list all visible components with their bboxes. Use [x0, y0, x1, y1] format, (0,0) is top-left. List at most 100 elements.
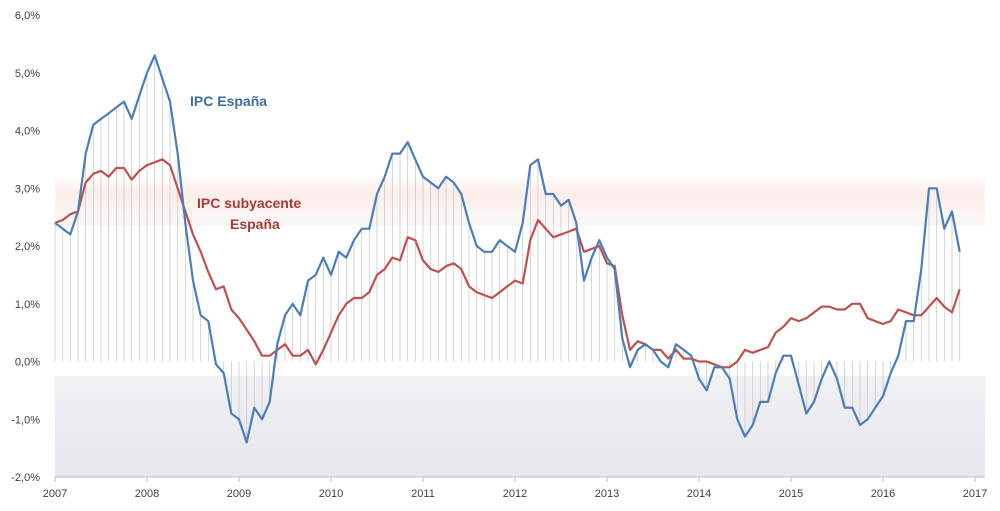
data-point-ipc-espa-a — [690, 354, 693, 357]
data-point-ipc-subyacente-espa-a — [851, 302, 854, 305]
data-point-ipc-subyacente-espa-a — [774, 331, 777, 334]
data-point-ipc-espa-a — [230, 412, 233, 415]
data-point-ipc-espa-a — [950, 210, 953, 213]
data-point-ipc-subyacente-espa-a — [391, 256, 394, 259]
data-point-ipc-espa-a — [253, 406, 256, 409]
data-point-ipc-subyacente-espa-a — [429, 268, 432, 271]
data-point-ipc-subyacente-espa-a — [621, 314, 624, 317]
data-point-ipc-espa-a — [191, 279, 194, 282]
data-point-ipc-subyacente-espa-a — [130, 178, 133, 181]
data-point-ipc-espa-a — [751, 423, 754, 426]
data-point-ipc-espa-a — [138, 94, 141, 97]
data-point-ipc-subyacente-espa-a — [559, 233, 562, 236]
data-point-ipc-subyacente-espa-a — [153, 161, 156, 164]
data-point-ipc-espa-a — [444, 175, 447, 178]
data-point-ipc-subyacente-espa-a — [260, 354, 263, 357]
data-point-ipc-subyacente-espa-a — [713, 363, 716, 366]
data-point-ipc-subyacente-espa-a — [897, 308, 900, 311]
data-point-ipc-espa-a — [736, 418, 739, 421]
data-point-ipc-subyacente-espa-a — [99, 169, 102, 172]
data-point-ipc-espa-a — [651, 348, 654, 351]
data-point-ipc-espa-a — [820, 377, 823, 380]
data-point-ipc-subyacente-espa-a — [490, 296, 493, 299]
data-point-ipc-espa-a — [437, 187, 440, 190]
data-point-ipc-subyacente-espa-a — [544, 227, 547, 230]
data-point-ipc-espa-a — [368, 227, 371, 230]
data-point-ipc-espa-a — [743, 435, 746, 438]
data-point-ipc-espa-a — [621, 337, 624, 340]
data-point-ipc-espa-a — [92, 123, 95, 126]
background-bands — [55, 176, 985, 477]
data-point-ipc-espa-a — [429, 181, 432, 184]
data-point-ipc-subyacente-espa-a — [222, 285, 225, 288]
data-point-ipc-espa-a — [705, 389, 708, 392]
data-point-ipc-subyacente-espa-a — [529, 239, 532, 242]
y-tick-label: 2,0% — [15, 241, 40, 253]
data-point-ipc-subyacente-espa-a — [483, 293, 486, 296]
data-point-ipc-subyacente-espa-a — [889, 319, 892, 322]
data-point-ipc-espa-a — [828, 360, 831, 363]
data-point-ipc-espa-a — [214, 363, 217, 366]
x-tick-label: 2007 — [43, 488, 67, 500]
x-tick-label: 2013 — [595, 488, 619, 500]
data-point-ipc-espa-a — [291, 302, 294, 305]
data-point-ipc-espa-a — [682, 348, 685, 351]
data-point-ipc-espa-a — [598, 239, 601, 242]
data-point-ipc-espa-a — [759, 400, 762, 403]
data-point-ipc-espa-a — [245, 441, 248, 444]
data-point-ipc-subyacente-espa-a — [245, 328, 248, 331]
data-point-ipc-subyacente-espa-a — [122, 166, 125, 169]
data-point-ipc-espa-a — [805, 412, 808, 415]
data-point-ipc-subyacente-espa-a — [107, 175, 110, 178]
data-point-ipc-subyacente-espa-a — [582, 250, 585, 253]
annotation-ipc-subyacente: IPC subyacente — [197, 195, 301, 211]
data-point-ipc-espa-a — [69, 233, 72, 236]
data-point-ipc-subyacente-espa-a — [590, 247, 593, 250]
data-point-ipc-espa-a — [912, 319, 915, 322]
data-point-ipc-subyacente-espa-a — [759, 348, 762, 351]
data-point-ipc-espa-a — [521, 221, 524, 224]
data-point-ipc-subyacente-espa-a — [705, 360, 708, 363]
data-point-ipc-espa-a — [513, 250, 516, 253]
data-point-ipc-subyacente-espa-a — [69, 213, 72, 216]
data-point-ipc-espa-a — [475, 244, 478, 247]
data-point-ipc-espa-a — [360, 227, 363, 230]
data-point-ipc-espa-a — [559, 204, 562, 207]
data-point-ipc-espa-a — [460, 192, 463, 195]
series-line-ipc-espa-a — [54, 54, 961, 444]
data-point-ipc-espa-a — [421, 175, 424, 178]
data-point-ipc-espa-a — [529, 164, 532, 167]
data-point-ipc-subyacente-espa-a — [766, 345, 769, 348]
data-point-ipc-subyacente-espa-a — [467, 285, 470, 288]
data-point-ipc-subyacente-espa-a — [567, 230, 570, 233]
data-point-ipc-subyacente-espa-a — [789, 317, 792, 320]
x-tick-label: 2012 — [503, 488, 527, 500]
y-tick-label: 3,0% — [15, 183, 40, 195]
data-point-ipc-espa-a — [659, 360, 662, 363]
data-point-ipc-espa-a — [176, 152, 179, 155]
data-point-ipc-subyacente-espa-a — [782, 325, 785, 328]
data-point-ipc-subyacente-espa-a — [943, 305, 946, 308]
x-tick-label: 2009 — [227, 488, 251, 500]
data-point-ipc-espa-a — [276, 343, 279, 346]
data-point-ipc-espa-a — [567, 198, 570, 201]
data-point-ipc-subyacente-espa-a — [352, 296, 355, 299]
data-point-ipc-subyacente-espa-a — [697, 360, 700, 363]
data-point-ipc-subyacente-espa-a — [268, 354, 271, 357]
data-point-ipc-espa-a — [299, 314, 302, 317]
data-point-ipc-subyacente-espa-a — [345, 302, 348, 305]
data-point-ipc-subyacente-espa-a — [199, 250, 202, 253]
x-tick-label: 2011 — [411, 488, 435, 500]
data-point-ipc-subyacente-espa-a — [605, 262, 608, 265]
data-point-ipc-subyacente-espa-a — [337, 314, 340, 317]
data-point-ipc-subyacente-espa-a — [406, 236, 409, 239]
x-tick-label: 2016 — [871, 488, 895, 500]
data-point-ipc-subyacente-espa-a — [628, 348, 631, 351]
data-point-ipc-espa-a — [866, 418, 869, 421]
x-axis: 2007 2008 2009 2010 2011 2012 2013 2014 2015 2016… — [43, 476, 987, 500]
y-tick-label: 6,0% — [15, 10, 40, 22]
data-point-ipc-subyacente-espa-a — [513, 279, 516, 282]
data-point-ipc-subyacente-espa-a — [667, 357, 670, 360]
data-point-ipc-espa-a — [843, 406, 846, 409]
data-point-ipc-espa-a — [84, 152, 87, 155]
